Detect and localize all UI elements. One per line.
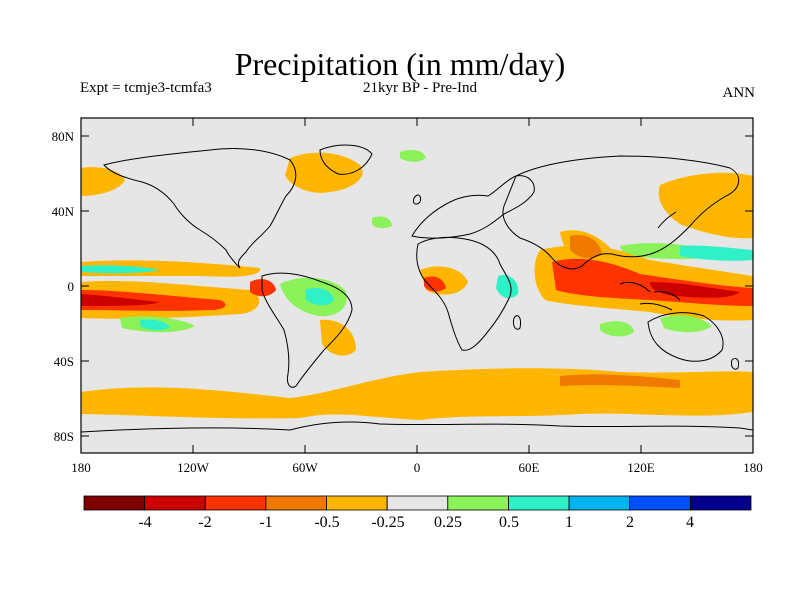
- lat-label: 40S: [54, 354, 74, 369]
- colorbar-label: -0.5: [314, 514, 339, 531]
- lon-label: 0: [414, 460, 421, 475]
- amazon-wet-core: [305, 288, 334, 306]
- bay-of-bengal-red: [570, 234, 602, 259]
- lon-label: 60W: [292, 460, 318, 475]
- equatorial-atlantic-red: [250, 279, 276, 297]
- coastline-europe: [411, 175, 535, 239]
- north-australia-wet: [660, 315, 712, 333]
- colorbar-swatch: [447, 495, 509, 511]
- colorbar-swatch: [326, 495, 388, 511]
- coastline-new-zealand: [731, 357, 739, 370]
- lat-label: 80N: [52, 129, 75, 144]
- north-pacific-anomaly: [658, 172, 753, 239]
- colorbar-labels: -4 -2 -1 -0.5 -0.25 0.25 0.5 1 2 4: [138, 514, 694, 531]
- southern-ocean-band-east: [560, 374, 680, 388]
- colorbar-label: 0.5: [499, 514, 519, 531]
- west-pacific-dark-red: [650, 282, 740, 298]
- colorbar-label: 1: [565, 514, 573, 531]
- south-pacific-cyan: [140, 319, 170, 331]
- lat-label: 40N: [52, 204, 75, 219]
- lon-label: 180: [743, 460, 763, 475]
- colorbar-label: -0.25: [371, 514, 404, 531]
- pacific-itcz-cyan: [81, 265, 160, 274]
- north-atlantic-green: [372, 216, 392, 229]
- colorbar-label: 4: [686, 514, 694, 531]
- coastline-indonesia: [619, 281, 681, 311]
- coastline-greenland: [319, 144, 373, 175]
- map-field: [81, 118, 753, 453]
- south-america-dry: [320, 319, 356, 356]
- coastline-uk: [413, 194, 421, 205]
- latitude-labels: 80N 40N 0 40S 80S: [52, 129, 75, 444]
- colorbar-swatch: [83, 495, 145, 511]
- latitude-axis: [81, 135, 753, 437]
- greenland-wet: [400, 150, 426, 162]
- colorbar-label: 2: [626, 514, 634, 531]
- lon-label: 180: [71, 460, 91, 475]
- coastline-madagascar: [513, 315, 521, 330]
- colorbar-swatch: [690, 495, 752, 511]
- gulf-of-guinea-red: [424, 276, 446, 292]
- colorbar-swatch: [144, 495, 206, 511]
- coastlines: [81, 144, 753, 433]
- period-label: 21kyr BP - Pre-Ind: [362, 80, 478, 96]
- map-title: Precipitation (in mm/day): [234, 46, 566, 82]
- north-atlantic-anomaly: [285, 152, 363, 193]
- longitude-labels: 180 120W 60W 0 60E 120E 180: [71, 460, 763, 475]
- coastline-north-america: [103, 148, 297, 269]
- colorbar-label: -4: [138, 514, 151, 531]
- lon-label: 120W: [177, 460, 210, 475]
- lon-label: 120E: [627, 460, 655, 475]
- coastline-antarctica: [81, 421, 753, 433]
- coastline-australia: [647, 312, 724, 362]
- colorbar-swatch: [508, 495, 570, 511]
- coastline-asia: [502, 155, 740, 270]
- coastline-south-america: [261, 272, 353, 388]
- colorbar-label: -2: [198, 514, 211, 531]
- colorbar-swatch: [204, 495, 267, 511]
- colorbar-label: 0.25: [434, 514, 462, 531]
- south-indian-ocean-green: [600, 321, 634, 337]
- east-pacific-dark: [81, 294, 160, 306]
- lat-label: 0: [68, 279, 75, 294]
- longitude-axis: [192, 118, 642, 453]
- colorbar-label: -1: [259, 514, 272, 531]
- lon-label: 60E: [519, 460, 540, 475]
- colorbar: [83, 495, 752, 511]
- lat-label: 80S: [54, 429, 74, 444]
- coastline-japan: [657, 211, 677, 229]
- coastline-africa: [416, 236, 512, 351]
- colorbar-swatch: [629, 495, 691, 511]
- colorbar-swatch: [568, 495, 631, 511]
- season-label: ANN: [722, 85, 756, 101]
- colorbar-swatch: [265, 495, 327, 511]
- west-pacific-cyan: [680, 245, 753, 261]
- colorbar-swatch: [386, 495, 449, 511]
- east-africa-wet: [496, 274, 519, 299]
- north-pacific-anomaly-west: [81, 167, 125, 196]
- experiment-label: Expt = tcmje3-tcmfa3: [80, 80, 212, 96]
